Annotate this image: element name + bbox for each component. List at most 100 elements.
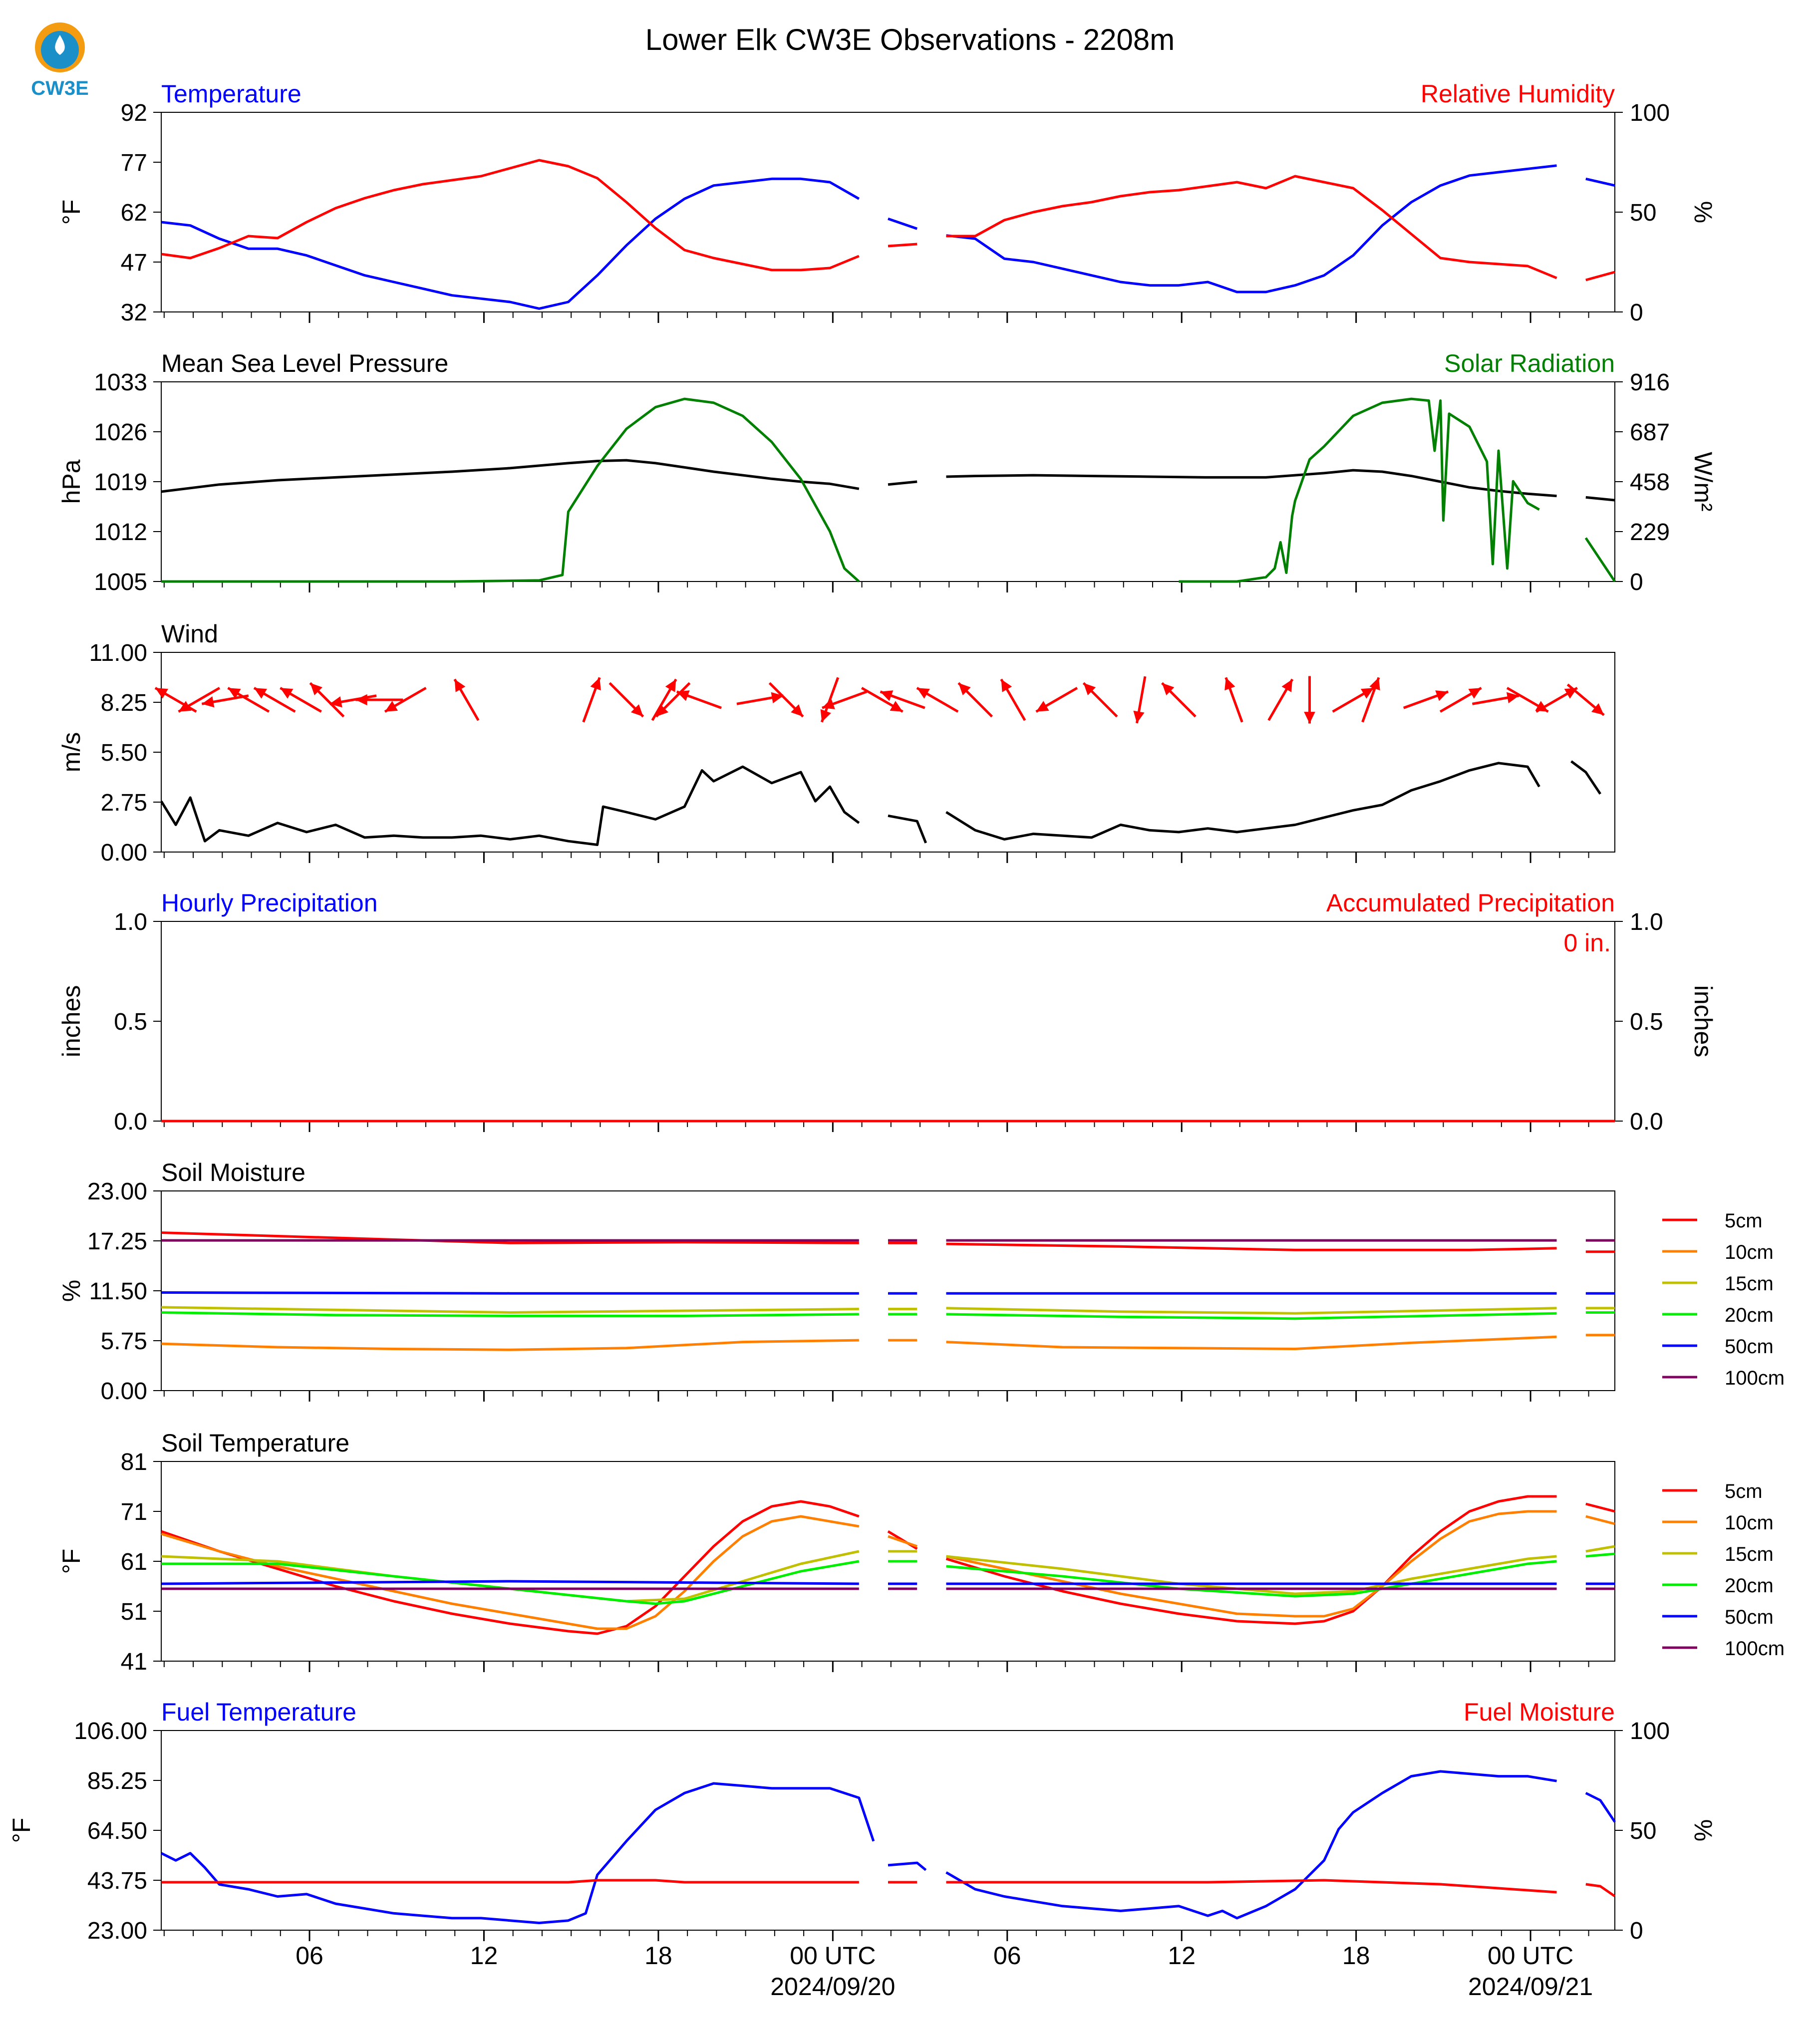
wind-arrow-head [1435, 690, 1449, 701]
series-line-20cm [161, 1311, 1615, 1320]
y-tick-label: 81 [121, 1449, 147, 1475]
panels: Temperature Relative Humidity 92 77 62 47 32 °F… [7, 80, 1785, 1944]
panel-temperature: Temperature Relative Humidity 92 77 62 47 32 °F… [57, 80, 1717, 326]
wind-arrow-head [958, 683, 971, 695]
legend-label: 10cm [1725, 1241, 1774, 1263]
legend-label: 15cm [1725, 1543, 1774, 1565]
series-line-10cm [161, 1510, 1615, 1630]
y-tick-label: 0.00 [101, 840, 147, 866]
wind-arrow-head [630, 704, 643, 717]
y-tick-label: 0.0 [114, 1109, 147, 1135]
right-y-axis-label: inches [1689, 985, 1717, 1058]
x-tick-label: 18 [1342, 1942, 1370, 1970]
wind-arrow-head [590, 677, 601, 691]
wind-arrow-head [254, 688, 267, 699]
wind-arrow-head [916, 688, 930, 699]
y-tick-label: 43.75 [87, 1868, 147, 1894]
plot-frame [161, 1190, 1615, 1391]
y-axis-label: inches [57, 985, 85, 1058]
series-line-15cm [161, 1306, 1615, 1315]
y-tick-label: 1019 [94, 469, 147, 496]
panel-right-title: Relative Humidity [1421, 80, 1615, 108]
x-tick-label: 00 UTC [790, 1942, 876, 1970]
y-axis-label: % [57, 1280, 85, 1302]
wind-arrow-head [202, 696, 215, 708]
wind-arrow-head [1591, 703, 1604, 715]
right-y-tick-label: 100 [1630, 100, 1670, 126]
wind-arrow-head [329, 696, 342, 708]
y-tick-label: 11.50 [89, 1278, 147, 1305]
wind-arrow-head [1361, 688, 1374, 699]
y-axis-label: °F [57, 200, 85, 225]
plot-frame [161, 381, 1615, 582]
wind-arrow-head [665, 679, 676, 692]
wind-arrow-head [1224, 677, 1235, 691]
right-y-tick-label: 100 [1630, 1718, 1670, 1744]
series-line-10cm [161, 1334, 1615, 1351]
series-line-primary [160, 1770, 1616, 1924]
panel-fuel-temperature: Fuel Temperature Fuel Moisture 106.00 85.25… [7, 1698, 1717, 1944]
wind-arrow-head [280, 688, 294, 699]
wind-arrow-head [178, 701, 192, 712]
precip-total-annotation: 0 in. [1563, 929, 1611, 957]
wind-arrow-head [791, 704, 803, 717]
panel-title: Wind [161, 620, 218, 648]
wind-arrow-head [1083, 683, 1096, 695]
y-tick-label: 106.00 [74, 1718, 147, 1744]
wind-arrow-head [385, 701, 398, 712]
chart-title: Lower Elk CW3E Observations - 2208m [645, 23, 1175, 56]
wind-arrow-head [155, 688, 168, 699]
right-y-tick-label: 229 [1630, 519, 1670, 546]
right-y-tick-label: 50 [1630, 1818, 1656, 1844]
y-tick-label: 1026 [94, 419, 147, 446]
x-tick-label: 12 [1168, 1942, 1196, 1970]
x-tick-label: 00 UTC [1488, 1942, 1573, 1970]
right-y-tick-label: 1.0 [1630, 909, 1663, 935]
y-tick-label: 11.00 [89, 640, 147, 666]
panel-title: Soil Moisture [161, 1159, 305, 1186]
right-y-axis-label: % [1689, 1819, 1717, 1841]
wind-arrow-head [656, 704, 668, 717]
right-y-tick-label: 50 [1630, 200, 1656, 226]
series-line-primary [161, 459, 1615, 502]
y-tick-label: 17.25 [87, 1228, 147, 1255]
series-line-secondary [161, 397, 1616, 583]
plot-frame [161, 652, 1615, 853]
y-tick-label: 0.5 [114, 1009, 147, 1035]
y-tick-label: 5.75 [101, 1328, 147, 1355]
x-date-label: 2024/09/21 [1468, 1973, 1593, 2001]
panel-title: Fuel Temperature [161, 1698, 356, 1726]
right-y-tick-label: 0 [1630, 299, 1643, 326]
series-line-20cm [161, 1552, 1615, 1605]
panel-right-title: Solar Radiation [1444, 349, 1615, 377]
y-tick-label: 5.50 [101, 740, 147, 766]
wind-arrow-head [822, 698, 835, 709]
x-tick-label: 12 [470, 1942, 498, 1970]
y-tick-label: 41 [121, 1649, 147, 1675]
y-tick-label: 1012 [94, 519, 147, 546]
right-y-tick-label: 0.5 [1630, 1009, 1663, 1035]
wind-arrow-head [1281, 679, 1292, 692]
wind-arrow-head [880, 690, 894, 701]
legend-label: 10cm [1725, 1512, 1774, 1534]
y-tick-label: 1033 [94, 369, 147, 396]
cw3e-logo: CW3E [31, 22, 89, 99]
wind-arrow-head [228, 688, 241, 699]
right-y-tick-label: 0 [1630, 569, 1643, 595]
y-tick-label: 1.0 [114, 909, 147, 935]
y-tick-label: 64.50 [87, 1818, 147, 1844]
panel-wind: Wind 11.00 8.25 5.50 2.75 0.00 m/s [57, 620, 1615, 866]
series-line-primary [161, 164, 1615, 310]
y-tick-label: 77 [121, 150, 147, 176]
wind-arrow-head [1133, 710, 1145, 723]
y-axis-label: °F [57, 1549, 85, 1574]
y-tick-label: 2.75 [101, 790, 147, 816]
y-tick-label: 62 [121, 200, 147, 226]
series-line-secondary [161, 159, 1615, 282]
right-y-axis-label: % [1689, 201, 1717, 223]
droplet-icon [55, 35, 65, 55]
wind-arrow-head [1162, 683, 1175, 695]
right-y-tick-label: 916 [1630, 369, 1670, 396]
wind-arrow-head [676, 690, 690, 701]
